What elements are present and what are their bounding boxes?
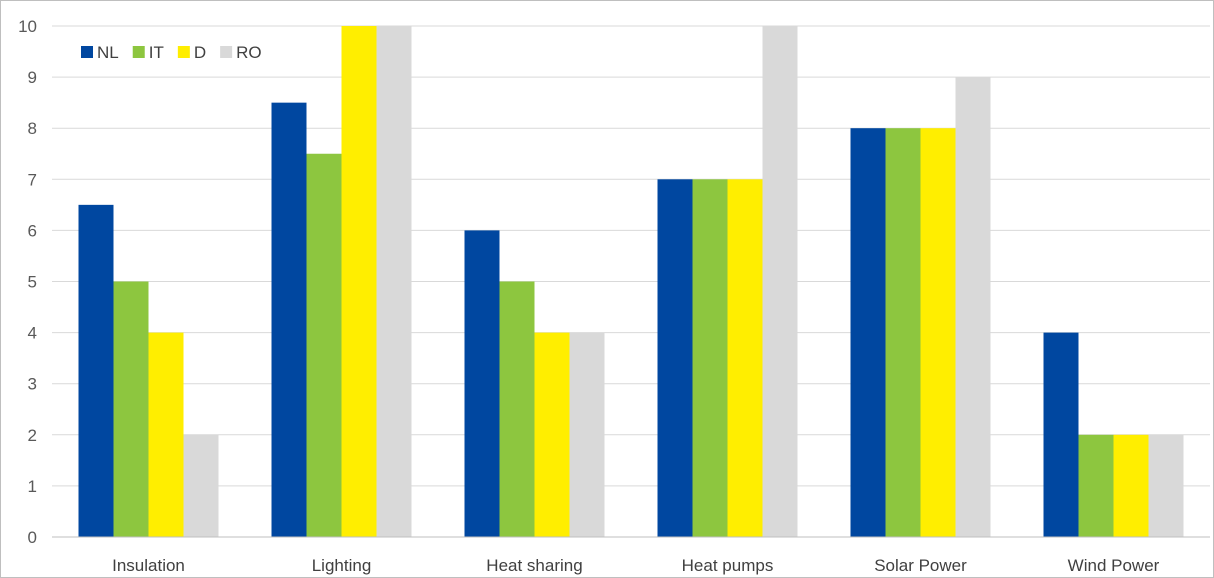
legend-swatch bbox=[132, 46, 145, 58]
bar-nl-insulation bbox=[78, 204, 114, 537]
bar-d-insulation bbox=[148, 332, 184, 537]
bar-nl-lighting bbox=[271, 102, 307, 538]
x-category-label: Wind Power bbox=[1068, 556, 1160, 575]
bars bbox=[78, 26, 1184, 538]
bar-ro-lighting bbox=[376, 26, 412, 537]
y-axis-tick-labels: 0 1 2 3 4 5 6 7 8 9 10 bbox=[18, 17, 37, 547]
bar-it-solar-power bbox=[885, 128, 921, 537]
legend-swatch bbox=[177, 46, 190, 58]
bar-ro-heat-pumps bbox=[762, 26, 798, 537]
y-tick-label: 3 bbox=[28, 375, 37, 394]
y-tick-label: 7 bbox=[28, 170, 37, 189]
legend-swatch bbox=[220, 46, 233, 58]
bar-it-wind-power bbox=[1078, 434, 1114, 537]
y-tick-label: 6 bbox=[28, 221, 37, 240]
y-tick-label: 5 bbox=[28, 273, 37, 292]
y-tick-label: 4 bbox=[28, 324, 37, 343]
y-tick-label: 2 bbox=[28, 426, 37, 445]
gridlines bbox=[52, 25, 1210, 487]
y-tick-label: 8 bbox=[28, 119, 37, 138]
legend-swatch bbox=[81, 46, 93, 58]
legend-item-nl: NL bbox=[81, 43, 119, 62]
legend-label: RO bbox=[236, 43, 262, 62]
bar-d-solar-power bbox=[920, 128, 956, 537]
bar-ro-heat-sharing bbox=[569, 332, 605, 537]
bar-it-lighting bbox=[306, 153, 342, 537]
legend-label: D bbox=[194, 43, 206, 62]
legend-item-d: D bbox=[177, 43, 206, 62]
bar-d-lighting bbox=[341, 26, 377, 537]
bar-nl-solar-power bbox=[850, 128, 886, 537]
bar-d-heat-pumps bbox=[727, 179, 763, 538]
x-category-label: Heat pumps bbox=[682, 556, 774, 575]
bar-ro-wind-power bbox=[1148, 434, 1184, 537]
bar-nl-wind-power bbox=[1043, 332, 1079, 537]
bar-nl-heat-pumps bbox=[657, 179, 693, 538]
y-tick-label: 9 bbox=[28, 68, 37, 87]
legend-label: IT bbox=[149, 43, 164, 62]
bar-it-heat-sharing bbox=[499, 281, 535, 537]
legend-item-it: IT bbox=[132, 43, 164, 62]
legend-item-ro: RO bbox=[220, 43, 262, 62]
bar-nl-heat-sharing bbox=[464, 230, 500, 537]
x-axis-category-labels: Insulation Lighting Heat sharing Heat pumps… bbox=[112, 556, 1160, 575]
legend: NL IT D RO bbox=[81, 43, 262, 62]
bar-it-insulation bbox=[113, 281, 149, 537]
bar-it-heat-pumps bbox=[692, 179, 728, 538]
x-category-label: Solar Power bbox=[874, 556, 967, 575]
y-tick-label: 1 bbox=[28, 477, 37, 496]
x-category-label: Insulation bbox=[112, 556, 185, 575]
bar-d-heat-sharing bbox=[534, 332, 570, 537]
bar-d-wind-power bbox=[1113, 434, 1149, 537]
x-category-label: Lighting bbox=[312, 556, 372, 575]
legend-label: NL bbox=[97, 43, 119, 62]
bar-ro-insulation bbox=[183, 434, 219, 537]
y-tick-label: 0 bbox=[28, 528, 37, 547]
bar-ro-solar-power bbox=[955, 77, 991, 537]
y-tick-label: 10 bbox=[18, 17, 37, 36]
x-category-label: Heat sharing bbox=[486, 556, 582, 575]
